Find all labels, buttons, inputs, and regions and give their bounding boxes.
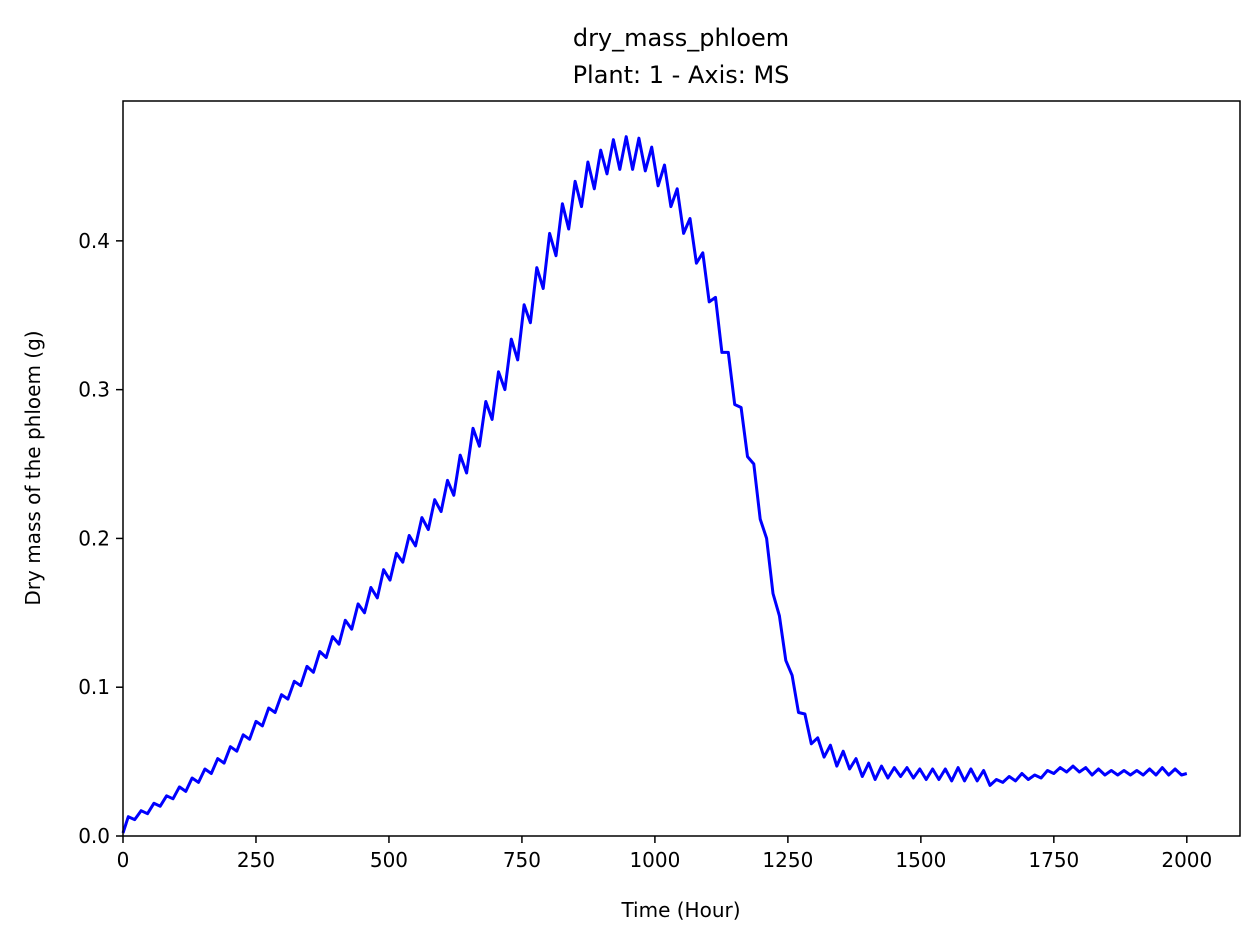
x-axis-label: Time (Hour) bbox=[620, 898, 740, 922]
y-tick-label: 0.1 bbox=[78, 675, 110, 699]
x-tick-label: 0 bbox=[117, 848, 130, 872]
x-tick-label: 750 bbox=[503, 848, 541, 872]
x-tick-label: 2000 bbox=[1161, 848, 1212, 872]
chart-subtitle: Plant: 1 - Axis: MS bbox=[573, 61, 790, 89]
plot-area bbox=[121, 135, 1188, 834]
series-line-1 bbox=[121, 135, 1188, 834]
x-tick-label: 1000 bbox=[629, 848, 680, 872]
plot-frame bbox=[122, 100, 1241, 837]
x-tick-label: 1250 bbox=[762, 848, 813, 872]
y-tick-label: 0.2 bbox=[78, 526, 110, 550]
x-tick-label: 250 bbox=[237, 848, 275, 872]
y-tick-label: 0.3 bbox=[78, 378, 110, 402]
chart-title: dry_mass_phloem bbox=[573, 24, 789, 52]
x-tick-label: 1750 bbox=[1028, 848, 1079, 872]
y-tick-label: 0.0 bbox=[78, 824, 110, 848]
y-tick-label: 0.4 bbox=[78, 229, 110, 253]
x-tick-label: 1500 bbox=[895, 848, 946, 872]
x-tick-label: 500 bbox=[370, 848, 408, 872]
y-axis-label: Dry mass of the phloem (g) bbox=[21, 330, 45, 605]
